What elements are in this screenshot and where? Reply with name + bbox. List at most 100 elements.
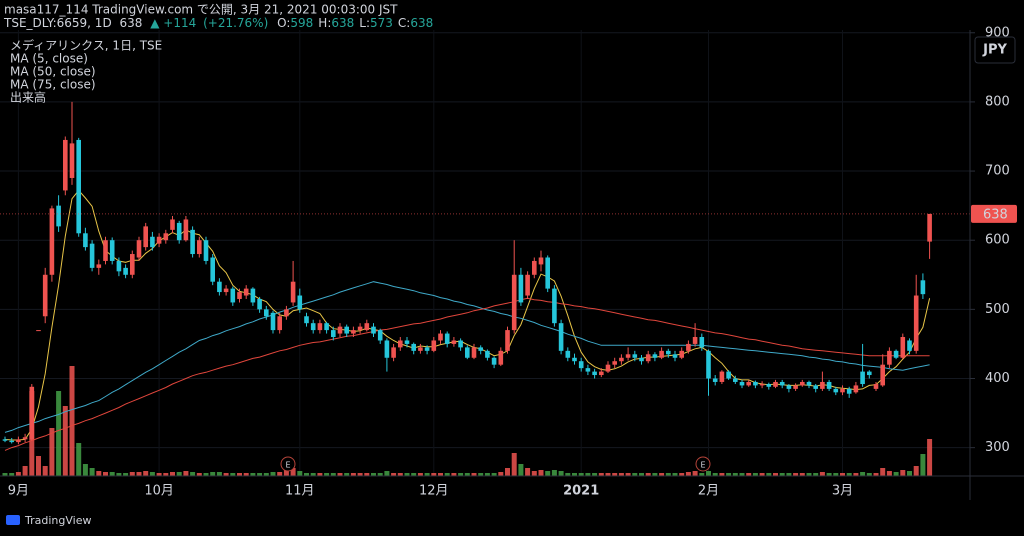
last: 638 (120, 16, 143, 30)
volume-bar (505, 468, 510, 476)
logo-icon (6, 515, 20, 525)
candle-body (552, 288, 557, 324)
volume-bar (732, 473, 738, 476)
legend-title: メディアリンクス, 1日, TSE (10, 38, 162, 53)
candle-body (150, 236, 155, 248)
volume-bar (297, 471, 303, 476)
change-pct: (+21.76%) (203, 16, 268, 30)
volume-bar (176, 472, 182, 476)
volume-bar (344, 473, 350, 476)
volume-bar (491, 473, 497, 476)
candle-body (210, 257, 215, 282)
volume-bar (692, 471, 698, 476)
candle-body (666, 350, 671, 355)
candle-body (645, 354, 651, 362)
volume-bar (196, 473, 202, 476)
volume-bar (350, 473, 356, 476)
volume-bar (330, 473, 336, 476)
candle-body (418, 347, 423, 351)
candle-body (451, 340, 457, 344)
candle-body (719, 371, 725, 382)
volume-bar (719, 473, 725, 476)
candle-body (733, 378, 738, 382)
candle-body (364, 323, 370, 331)
candle-body (297, 295, 303, 310)
candle-body (907, 340, 912, 351)
candle-body (893, 350, 899, 358)
volume-bar (927, 439, 933, 476)
candle-body (398, 340, 403, 348)
volume-bar (82, 464, 88, 476)
x-tick-label: 2021 (563, 484, 599, 499)
volume-bar (190, 472, 196, 476)
candle-body (820, 381, 825, 389)
candle-body (143, 226, 148, 248)
candle-body (639, 357, 644, 362)
volume-bar (873, 473, 879, 476)
candle-body (726, 371, 731, 379)
ohlc-name: O: (277, 16, 290, 30)
candle-body (491, 357, 497, 365)
candle-body (156, 236, 162, 244)
candle-body (223, 288, 229, 293)
volume-bar (618, 473, 624, 476)
candle-body (572, 357, 577, 362)
y-tick-label: 800 (985, 94, 1010, 109)
candle-body (304, 316, 309, 324)
candle-body (592, 371, 597, 376)
candle-body (712, 378, 718, 382)
candle-body (485, 350, 490, 358)
candle-body (632, 354, 638, 358)
candle-body (806, 381, 812, 386)
volume-bar (799, 473, 805, 476)
y-tick-label: 700 (985, 164, 1010, 179)
candle-body (277, 316, 282, 331)
volume-bar (746, 473, 752, 476)
candle-body (63, 139, 68, 191)
candle-body (83, 233, 88, 248)
volume-bar (371, 473, 376, 476)
candle-body (371, 326, 376, 334)
event-marker (280, 456, 296, 472)
candle-body (860, 371, 865, 385)
candle-body (384, 340, 390, 358)
volume-bar (451, 473, 457, 476)
candle-body (176, 222, 182, 241)
volume-bar (337, 473, 343, 476)
volume-bar (645, 473, 651, 476)
volume-bar (665, 473, 671, 476)
volume-bar (471, 473, 477, 476)
candle-body (2, 439, 8, 441)
candle-body (377, 330, 383, 341)
candle-body (431, 340, 437, 351)
y-tick-label: 900 (985, 25, 1010, 40)
candle-body (9, 440, 14, 443)
volume-bar (210, 472, 216, 476)
candle-body (351, 330, 356, 334)
candle-body (357, 326, 363, 331)
volume-bar (819, 472, 825, 476)
volume-bar (76, 443, 82, 476)
volume-bar (183, 471, 189, 476)
volume-bar (69, 366, 75, 476)
volume-bar (685, 472, 691, 476)
candle-body (290, 281, 296, 303)
volume-bar (866, 473, 872, 476)
volume-bar (639, 473, 644, 476)
volume-bar (592, 473, 598, 476)
legend-entry: 出来高 (10, 90, 46, 105)
symbol-line: TSE_DLY:6659, 1D 638 ▲ +114 (+21.76%) O:… (3, 16, 433, 30)
volume-bar (270, 472, 276, 476)
candle-body (813, 385, 818, 389)
volume-bar (310, 473, 316, 476)
volume-bar (545, 471, 551, 476)
volume-bar (511, 453, 517, 476)
candle-body (317, 323, 323, 331)
ma-line (4, 281, 930, 433)
candle-body (532, 260, 537, 275)
ohlc-value: 638 (410, 16, 433, 30)
candle-body (411, 343, 416, 351)
candle-body (558, 323, 564, 351)
candle-body (29, 386, 35, 440)
candle-body (42, 274, 48, 317)
